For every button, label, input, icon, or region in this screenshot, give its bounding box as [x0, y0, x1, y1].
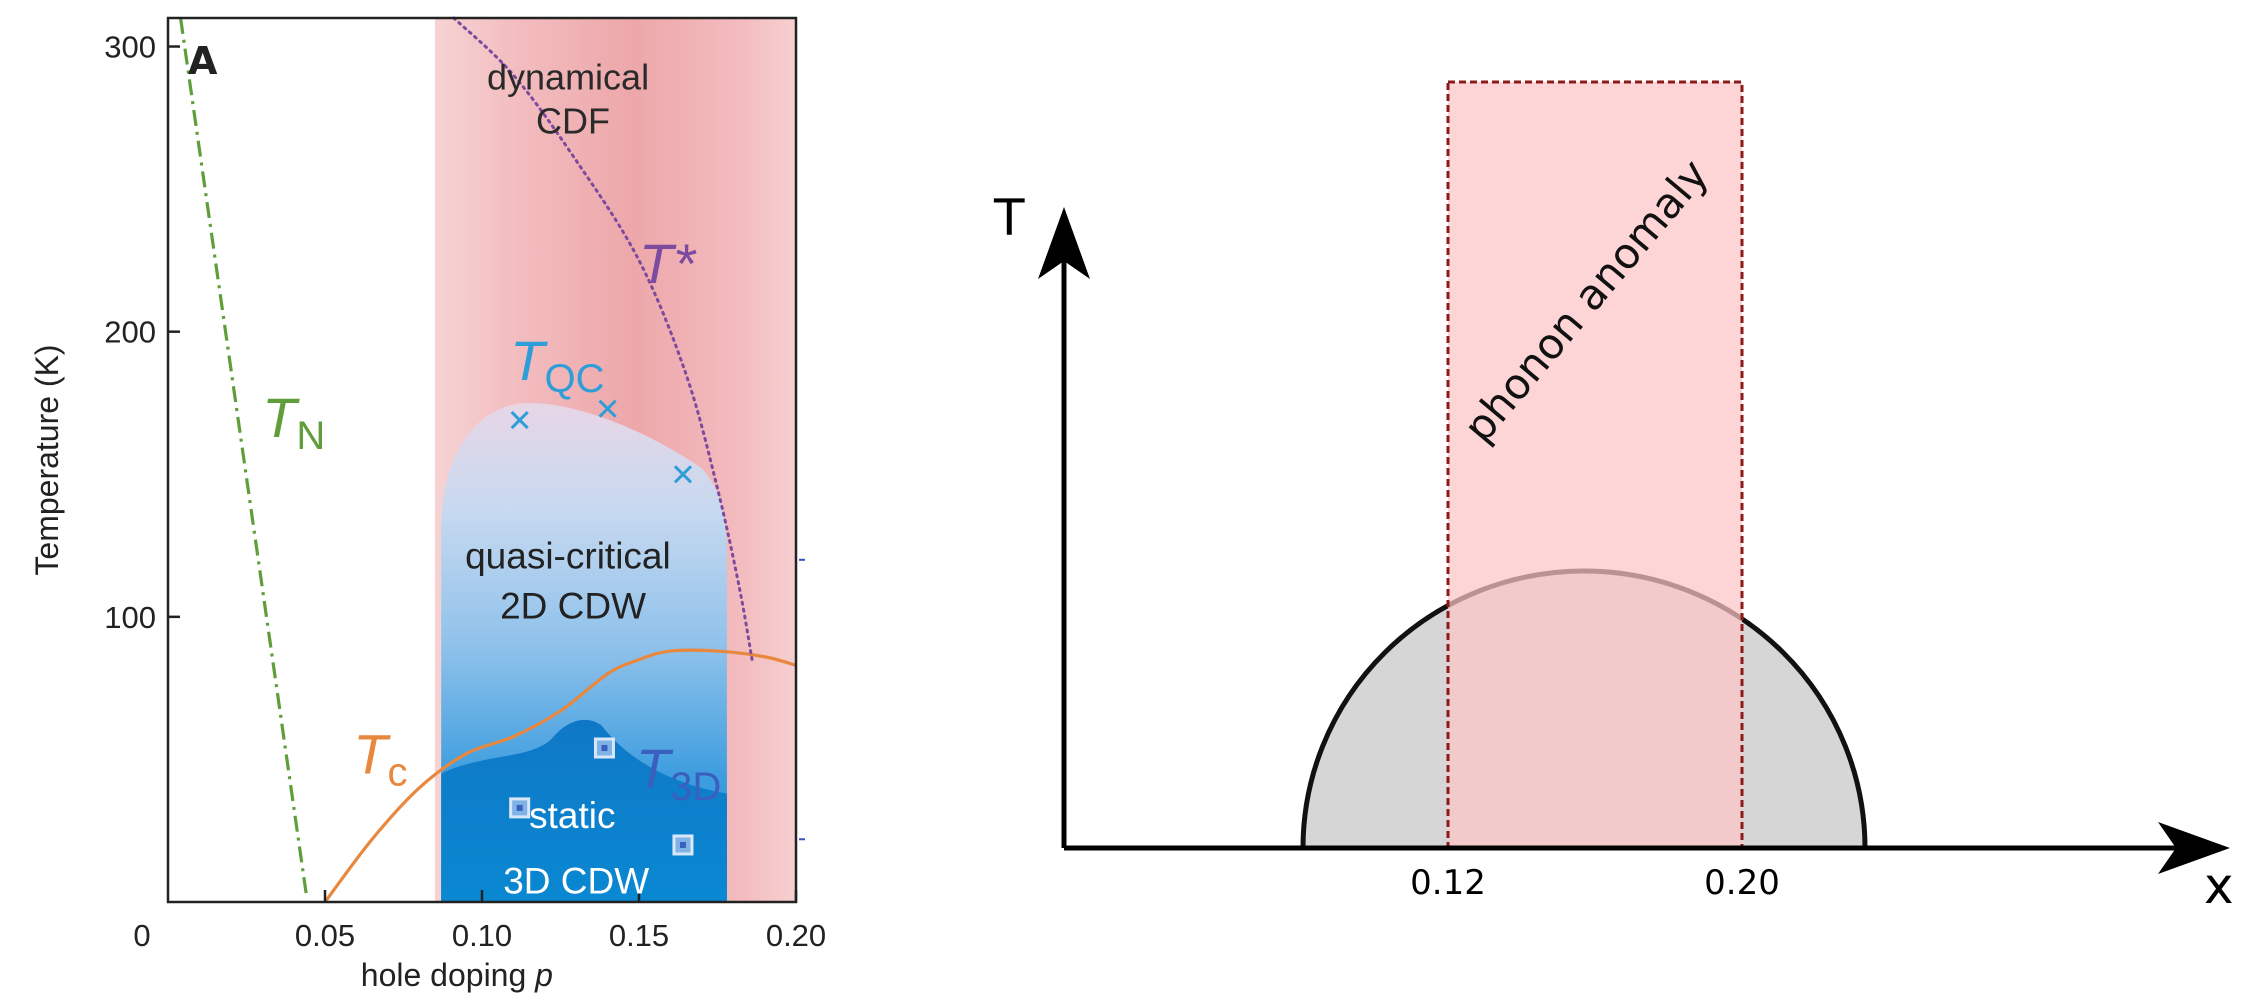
series-label-main: T — [353, 723, 391, 786]
region-static-3d-cdw — [441, 719, 727, 902]
region-label-line: 2D CDW — [500, 585, 646, 626]
series-label-main: T — [636, 737, 674, 800]
series-label-sub: QC — [544, 357, 604, 401]
marker-tqc-point — [598, 399, 617, 418]
region-label-line: dynamical — [487, 56, 649, 97]
series-label-sub: c — [387, 751, 407, 795]
region-label-line: quasi-critical — [465, 535, 671, 576]
region-label-quasi-critical: quasi-critical 2D CDW — [465, 535, 681, 626]
phase-lines — [178, 16, 797, 903]
series-label-sub: N — [296, 414, 325, 458]
series-label-tc: Tc — [353, 723, 407, 795]
region-label-static: static — [529, 795, 615, 836]
y-tick-label: 300 — [104, 30, 156, 65]
marker-tqc-point — [673, 465, 693, 484]
region-label-3d-cdw: 3D CDW — [503, 860, 649, 901]
phonon-anomaly-region — [1446, 80, 1744, 850]
phase-diagram-panel: 0 0.05 0.10 0.15 0.20 100 200 300 A dynamical C… — [29, 16, 826, 993]
x-tick-label: 0.20 — [766, 918, 826, 953]
series-line-tc — [323, 648, 797, 903]
series-line-tn — [178, 17, 308, 894]
series-label-main: T — [262, 386, 300, 449]
x-axis-label-symbol: p — [534, 957, 553, 993]
series-label-tn: TN — [262, 386, 325, 458]
y-axis-label: Temperature (K) — [29, 344, 65, 575]
panel-label: A — [188, 39, 218, 83]
y-tick-label: 100 — [104, 600, 156, 635]
series-label-tstar: T* — [639, 232, 697, 295]
x-axis-label: hole doping p — [361, 957, 553, 993]
x-tick-label: 0.05 — [295, 918, 355, 953]
marker-tqc-point — [510, 411, 529, 430]
y-tick-label: 200 — [104, 315, 156, 350]
schematic-panel: phonon anomaly x T 0.12 0.20 — [993, 80, 2234, 915]
region-label-dynamical-cdf: dynamical CDF — [487, 56, 659, 141]
marker-t3d-point — [509, 797, 531, 819]
y-axis-arrowhead — [1038, 207, 1090, 279]
marker-t3d-point — [593, 737, 615, 759]
x-tick-label: 0.10 — [452, 918, 512, 953]
x-axis-label-text: hole doping — [361, 957, 526, 993]
marker-t3d-point — [672, 834, 694, 856]
axis-ticks: 0 0.05 0.10 0.15 0.20 100 200 300 — [104, 30, 826, 953]
data-markers — [509, 399, 694, 856]
series-line-t — [452, 16, 754, 662]
region-label-line: CDF — [536, 100, 610, 141]
x-tick-label: 0.15 — [609, 918, 669, 953]
series-label-t3d: T3D — [636, 737, 721, 809]
y-axis-label: T — [993, 189, 1025, 247]
series-label-main: T — [510, 329, 548, 392]
phase-regions — [434, 18, 796, 902]
x-tick-label: 0.20 — [1704, 863, 1780, 903]
series-label-tqc: TQC — [510, 329, 604, 401]
x-tick-label: 0.12 — [1410, 863, 1486, 903]
series-label-sub: 3D — [670, 765, 721, 809]
x-tick-label: 0 — [133, 918, 150, 953]
x-axis-arrowhead — [2158, 822, 2230, 874]
x-axis-label: x — [2204, 857, 2234, 915]
